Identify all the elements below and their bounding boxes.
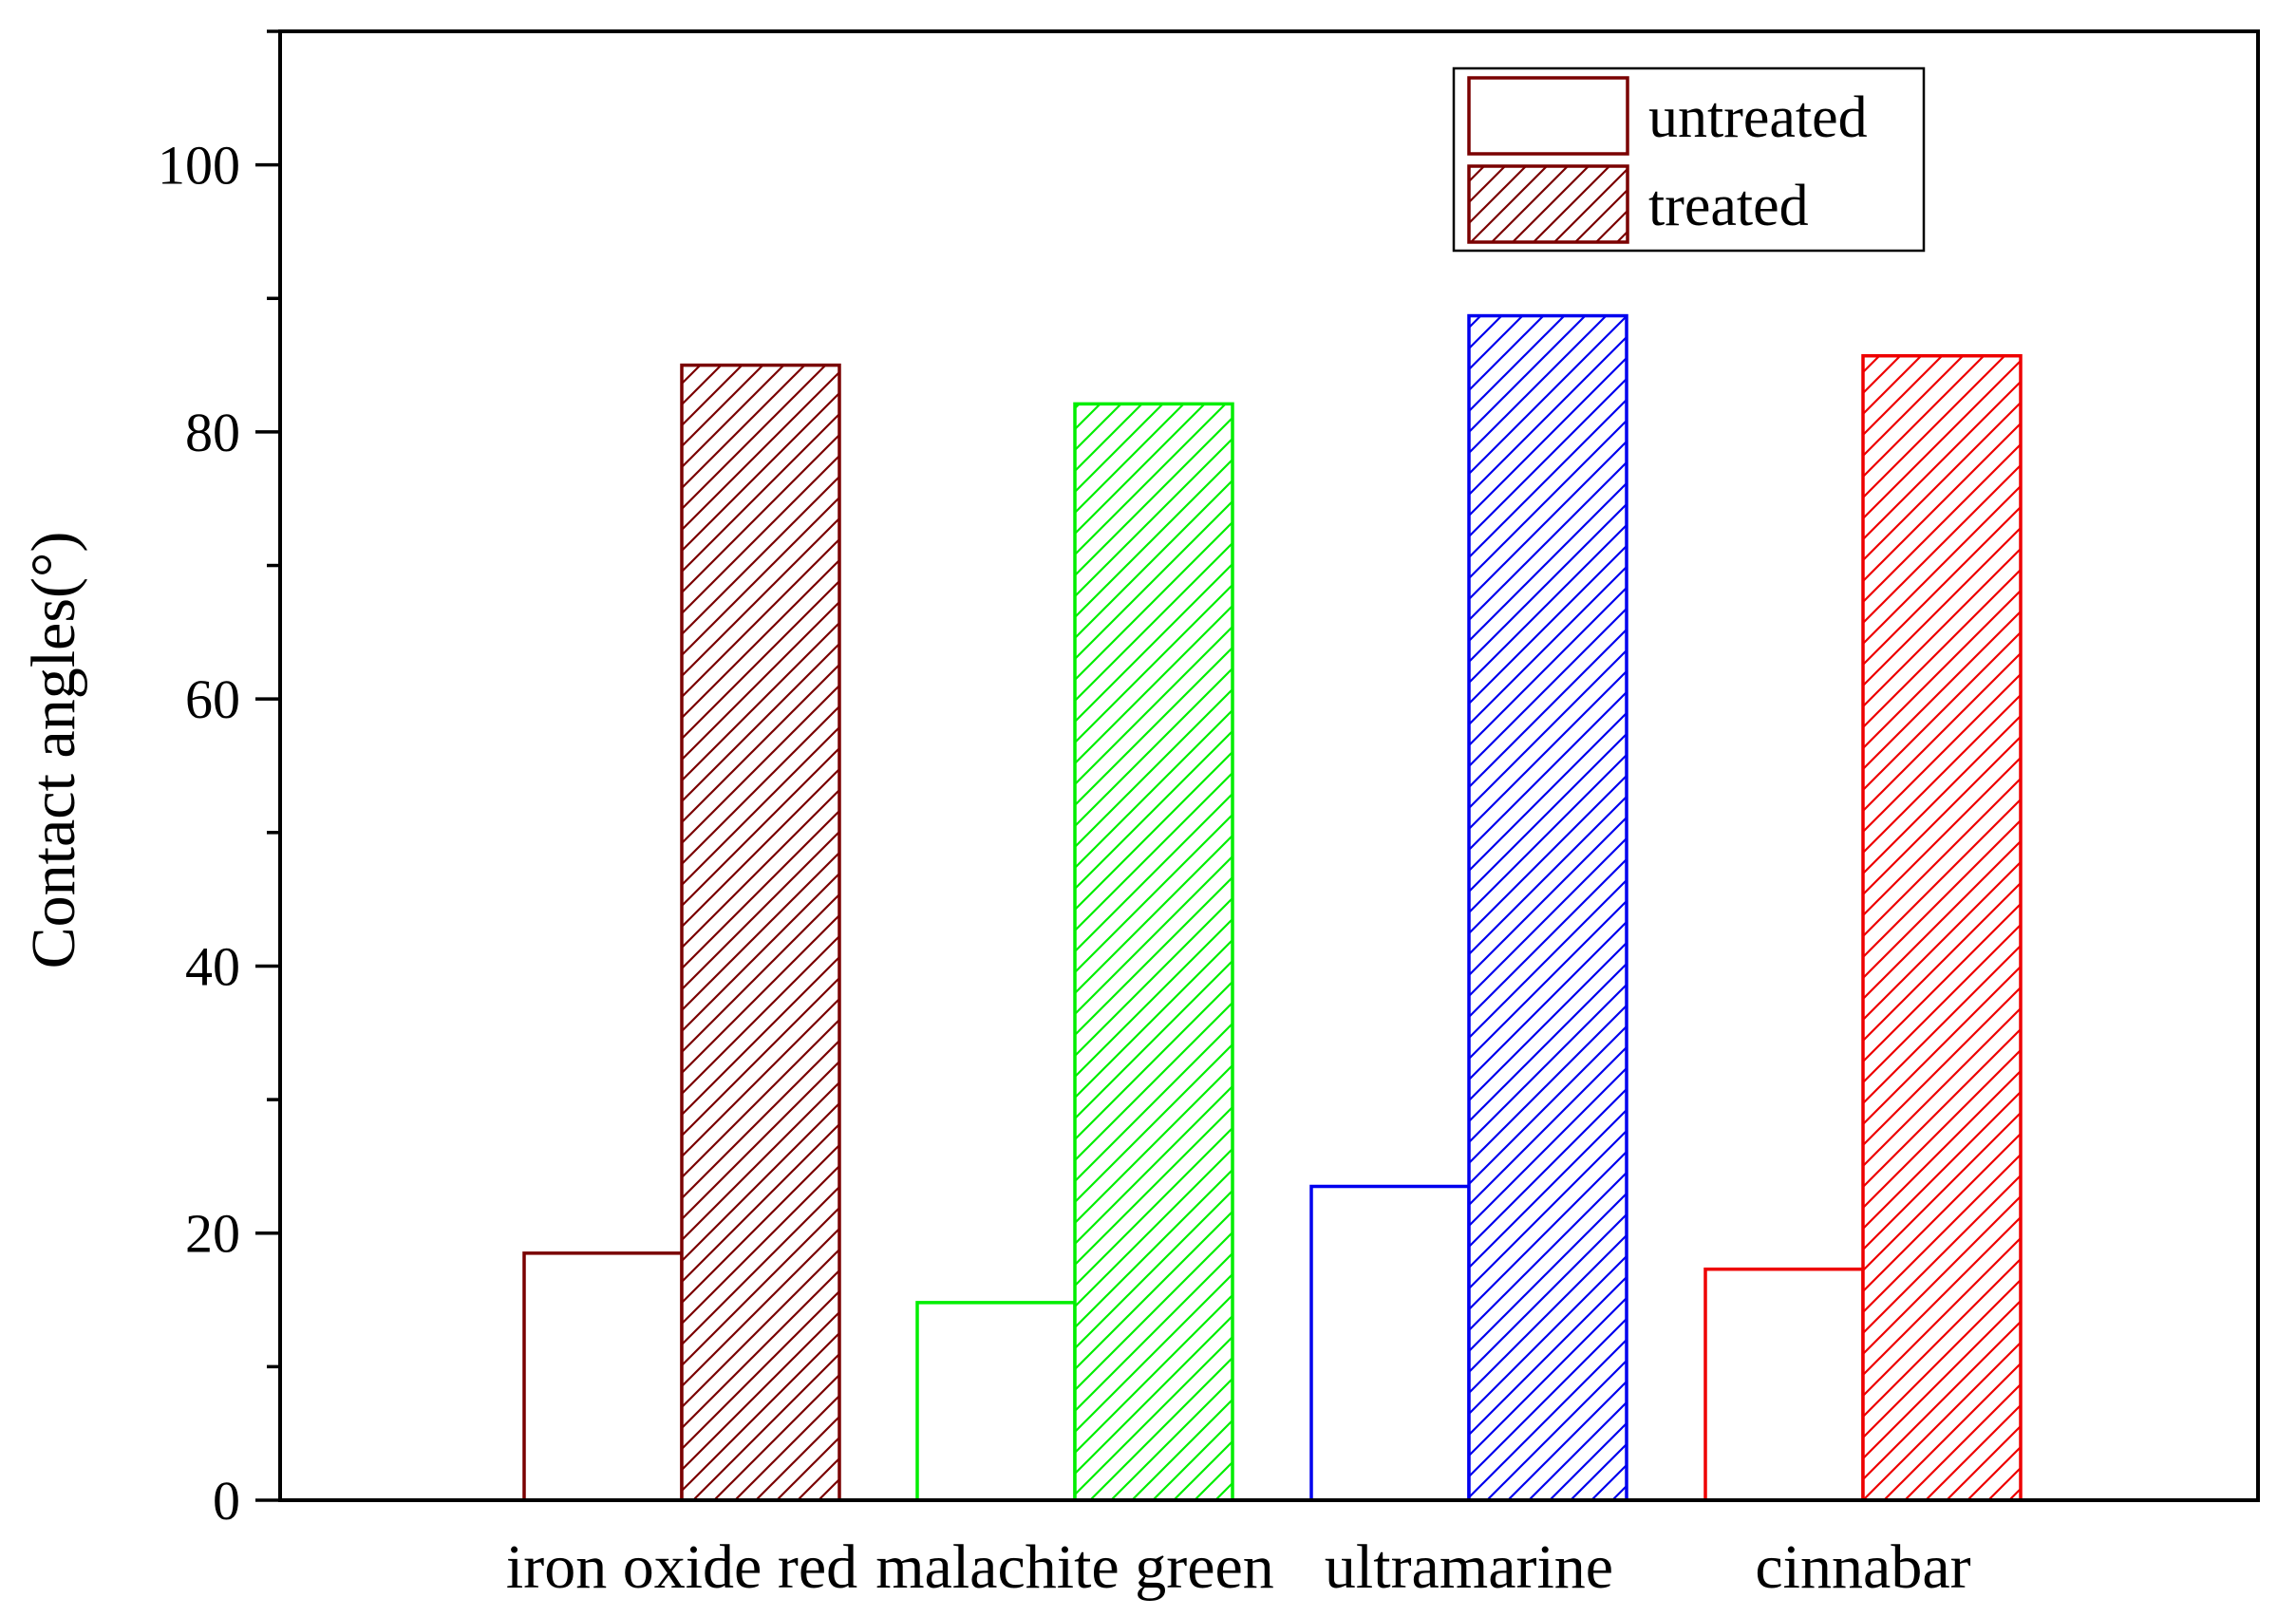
legend: untreated treated <box>1452 66 1926 253</box>
x-tick-label: malachite green <box>875 1532 1274 1602</box>
bar-untreated-ultramarine <box>1309 1184 1471 1502</box>
plot-frame <box>278 29 2260 1502</box>
y-tick-label: 60 <box>185 668 240 730</box>
legend-swatch-untreated <box>1467 76 1629 156</box>
legend-label-untreated: untreated <box>1648 85 1868 150</box>
bars-layer <box>522 313 2023 1502</box>
x-tick-label: cinnabar <box>1755 1532 1970 1602</box>
legend-label-treated: treated <box>1648 174 1809 238</box>
axes-layer: iron oxide red malachite green ultramarine… <box>158 29 2260 1602</box>
bar-untreated-iron-oxide-red <box>522 1251 684 1502</box>
y-tick-label: 100 <box>158 135 240 197</box>
bar-treated-ultramarine <box>1467 313 1628 1502</box>
bar-untreated-cinnabar <box>1703 1267 1865 1502</box>
legend-swatch-treated <box>1467 164 1629 244</box>
y-tick-label: 20 <box>185 1203 240 1265</box>
y-tick-label: 0 <box>213 1470 240 1532</box>
bar-treated-malachite-green <box>1073 402 1234 1502</box>
y-tick-label: 40 <box>185 935 240 997</box>
bar-treated-iron-oxide-red <box>680 363 841 1502</box>
x-tick-label: ultramarine <box>1325 1532 1613 1602</box>
bar-untreated-malachite-green <box>915 1301 1077 1502</box>
bar-treated-cinnabar <box>1861 353 2023 1502</box>
x-tick-label: iron oxide red <box>506 1532 857 1602</box>
y-tick-label: 80 <box>185 402 240 463</box>
y-axis-title: Contact angles(°) <box>19 532 88 969</box>
